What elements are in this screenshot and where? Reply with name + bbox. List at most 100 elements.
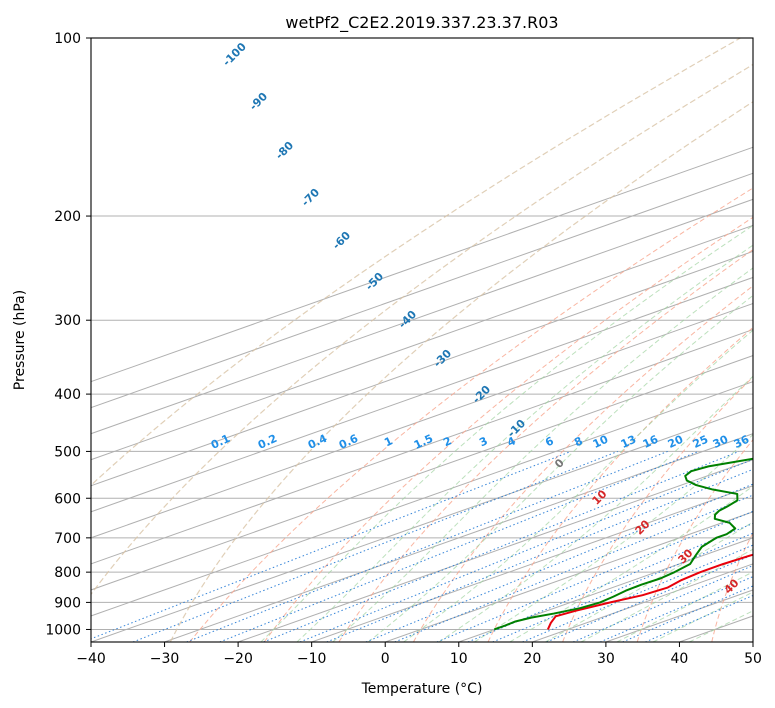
mixing-ratio-line (365, 483, 753, 642)
mixing-ratio-line (622, 585, 753, 642)
y-tick-label: 700 (54, 531, 81, 547)
isotherm (91, 250, 753, 487)
isotherm (164, 433, 753, 642)
dry-adiabat (189, 187, 753, 642)
x-tick-label: 10 (450, 651, 468, 667)
mixing-ratio-line (394, 494, 753, 642)
dewpoint-line (493, 457, 753, 631)
y-tick-label: 400 (54, 387, 81, 403)
isotherm (311, 485, 753, 642)
isotherm (752, 641, 753, 642)
isotherm (385, 511, 753, 642)
y-tick-label: 800 (54, 565, 81, 581)
dry-adiabat (562, 376, 753, 642)
isotherm-label: 20 (633, 517, 653, 537)
x-tick-label: 40 (671, 651, 689, 667)
y-tick-label: 300 (54, 313, 81, 329)
mixing-ratio-label: 30 (711, 433, 731, 451)
moist-adiabat (580, 548, 753, 642)
y-tick-label: 200 (54, 209, 81, 225)
mixing-ratio-label: 13 (619, 433, 638, 451)
dry-adiabat (412, 285, 753, 642)
mixing-ratio-line (492, 532, 753, 642)
plot-frame (90, 37, 754, 643)
dry-adiabat (711, 531, 753, 642)
moist-adiabat (545, 521, 753, 642)
y-tick-label: 500 (54, 444, 81, 460)
moist-adiabat (438, 375, 753, 642)
moist-adiabat (509, 485, 753, 642)
y-tick-label: 600 (54, 491, 81, 507)
isotherm-label: -40 (396, 308, 419, 331)
background-lines (91, 38, 753, 642)
isotherm-label: 30 (676, 546, 696, 566)
isotherm (91, 302, 753, 539)
x-tick-label: −20 (223, 651, 253, 667)
isotherm-label: -70 (299, 186, 322, 209)
isotherm (91, 172, 753, 409)
isotherm-label: -80 (273, 139, 296, 162)
mixing-ratio-line (572, 564, 753, 642)
moist-adiabat (296, 244, 753, 642)
x-tick-label: 50 (744, 651, 762, 667)
isotherm-label: -90 (247, 90, 270, 113)
chart-title: wetPf2_C2E2.2019.337.23.37.R03 (285, 13, 558, 33)
reference-curve (91, 63, 753, 596)
dry-adiabat (487, 326, 753, 642)
line-labels: -100-90-80-70-60-50-40-30-20-10010203040… (209, 40, 752, 597)
mixing-ratio-label: 6 (543, 434, 556, 449)
x-tick-label: −40 (76, 651, 106, 667)
mixing-ratio-label: 25 (691, 433, 710, 451)
dry-adiabat (263, 216, 753, 642)
moist-adiabat (689, 610, 753, 642)
mixing-ratio-line (186, 450, 668, 642)
reference-curve (91, 38, 741, 487)
mixing-ratio-label: 36 (732, 433, 752, 451)
isotherm-label: -50 (363, 270, 386, 293)
isotherm (91, 328, 753, 565)
mixing-ratio-label: 20 (666, 433, 686, 451)
isotherm-label: -100 (220, 40, 249, 69)
mixing-ratio-label: 10 (591, 433, 611, 451)
series-layer (493, 457, 753, 631)
mixing-ratio-line (645, 594, 753, 642)
moist-adiabat (474, 433, 753, 642)
mixing-ratio-label: 16 (641, 433, 661, 451)
moist-adiabat (332, 267, 753, 642)
isotherm (91, 198, 753, 435)
mixing-ratio-line (263, 450, 740, 642)
isotherm (679, 615, 753, 642)
dry-adiabat (338, 249, 753, 642)
isotherm (91, 146, 753, 383)
isotherm (91, 381, 753, 617)
mixing-ratio-label: 0.1 (209, 432, 232, 452)
y-axis: 100 200 300 400 500 600 700 800 900 1000 (45, 31, 91, 638)
mixing-ratio-label: 0.6 (337, 432, 360, 452)
moist-adiabat (616, 571, 753, 642)
x-axis: −40 −30 −20 −10 0 10 20 30 40 50 (76, 642, 762, 667)
moist-adiabat (260, 224, 753, 642)
mixing-ratio-line (326, 468, 753, 642)
mixing-ratio-line (299, 458, 753, 642)
y-axis-label: Pressure (hPa) (12, 290, 28, 390)
moist-adiabat (367, 294, 753, 642)
y-tick-label: 900 (54, 595, 81, 611)
isotherm (237, 459, 753, 642)
reference-curve (169, 101, 753, 642)
x-tick-label: −10 (297, 651, 327, 667)
mixing-ratio-label: 1.5 (412, 432, 435, 452)
mixing-ratio-line (522, 544, 753, 642)
isotherm-label: 0 (552, 456, 567, 471)
isotherm (458, 537, 753, 642)
mixing-ratio-line (219, 450, 699, 642)
x-axis-label: Temperature (°C) (361, 681, 483, 697)
isotherm (91, 224, 753, 461)
x-tick-label: 0 (381, 651, 390, 667)
mixing-ratio-label: 0.2 (256, 432, 279, 452)
isotherm (91, 355, 753, 591)
temperature-line (546, 553, 753, 630)
x-tick-label: 20 (523, 651, 541, 667)
mixing-ratio-label: 1 (382, 434, 394, 449)
mixing-ratio-line (132, 450, 618, 642)
